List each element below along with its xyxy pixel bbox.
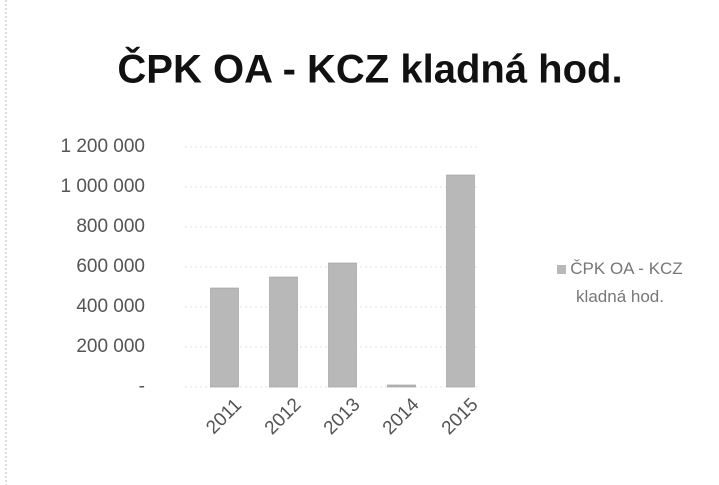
y-tick-label: 1 000 000 [60,176,145,197]
legend-label: ČPK OA - KCZ kladná hod. [570,259,683,306]
bar [387,384,416,388]
bar [210,287,239,388]
y-tick-label: - [139,376,145,397]
x-tick-label: 2011 [202,395,246,439]
bar [328,262,357,388]
y-tick-label: 600 000 [76,256,145,277]
x-tick-label: 2013 [320,394,365,439]
y-tick-label: 800 000 [76,216,145,237]
y-tick-label: 400 000 [76,296,145,317]
legend: ČPK OA - KCZ kladná hod. [530,255,710,311]
bar [269,276,298,388]
y-tick-label: 1 200 000 [60,136,145,157]
x-tick-label: 2015 [438,394,483,439]
legend-swatch [557,265,567,275]
x-tick-label: 2012 [261,394,306,439]
chart-title: ČPK OA - KCZ kladná hod. [117,46,622,92]
bar [446,174,475,388]
y-tick-label: 200 000 [76,336,145,357]
x-tick-label: 2014 [379,394,424,439]
